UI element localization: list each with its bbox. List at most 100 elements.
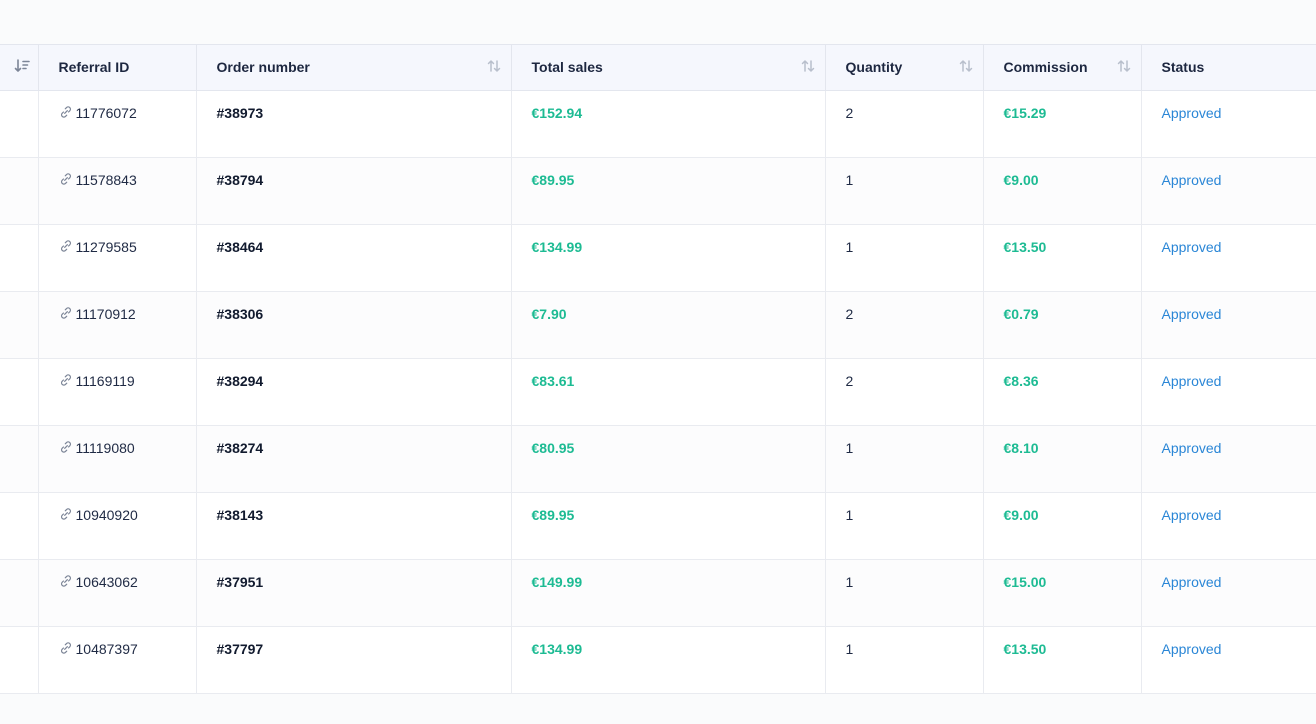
total-sales-cell: €89.95 [511,492,826,560]
link-icon [60,306,71,319]
commission: €13.50 [1003,238,1047,255]
commission-cell: €0.79 [983,291,1142,359]
referral-id: 10940920 [75,506,138,523]
link-icon [60,172,71,185]
commission: €15.29 [1003,104,1047,121]
referral-id-cell: 11169119 [38,358,197,426]
status-cell: Approved [1141,224,1316,292]
commission: €9.00 [1003,171,1039,188]
link-icon [60,641,71,654]
total-sales: €149.99 [531,573,583,590]
status-link[interactable]: Approved [1161,573,1222,590]
total-sales: €83.61 [531,372,575,389]
commission-cell: €8.36 [983,358,1142,426]
row-date-cell [0,157,39,225]
total-sales-cell: €149.99 [511,559,826,627]
commission-cell: €13.50 [983,224,1142,292]
column-label-quantity: Quantity [845,59,903,76]
column-header-status[interactable]: Status [1141,45,1316,91]
sort-arrows-icon[interactable] [800,58,816,74]
row-date-cell [0,90,39,158]
status-cell: Approved [1141,291,1316,359]
referral-link[interactable]: 10940920 [59,507,138,523]
table-row: 11279585 #38464 €134.99 1 €13.50 Approve… [0,224,1316,292]
quantity-cell: 2 [825,90,984,158]
referral-id: 11170912 [75,305,136,322]
referrals-table: Referral ID Order number Total sales [0,45,1316,694]
referral-link[interactable]: 11776072 [59,105,137,121]
column-header-referral-id[interactable]: Referral ID [38,45,197,91]
status-cell: Approved [1141,358,1316,426]
referral-link[interactable]: 11170912 [59,306,136,322]
referral-id-cell: 10643062 [38,559,197,627]
sort-arrows-icon[interactable] [958,58,974,74]
referral-id-cell: 11170912 [38,291,197,359]
order-number: #38973 [216,104,264,121]
table-body: 11776072 #38973 €152.94 2 €15.29 Approve… [0,90,1316,694]
order-number: #38143 [216,506,264,523]
status-link[interactable]: Approved [1161,238,1222,255]
quantity-cell: 1 [825,425,984,493]
order-number: #38306 [216,305,264,322]
total-sales: €134.99 [531,640,583,657]
order-number-cell: #38294 [196,358,512,426]
referral-id: 11279585 [75,238,137,255]
referral-id: 11776072 [75,104,137,121]
status-link[interactable]: Approved [1161,439,1222,456]
referral-link[interactable]: 10487397 [59,641,138,657]
status-link[interactable]: Approved [1161,171,1222,188]
referral-link[interactable]: 10643062 [59,574,138,590]
status-link[interactable]: Approved [1161,640,1222,657]
column-header-quantity[interactable]: Quantity [825,45,984,91]
sort-arrows-icon[interactable] [486,58,502,74]
row-date-cell [0,358,39,426]
status-link[interactable]: Approved [1161,372,1222,389]
quantity-cell: 1 [825,157,984,225]
quantity: 1 [845,573,854,590]
referral-link[interactable]: 11279585 [59,239,137,255]
commission: €8.36 [1003,372,1039,389]
referral-id-cell: 11578843 [38,157,197,225]
referral-link[interactable]: 11119080 [59,440,135,456]
order-number-cell: #38973 [196,90,512,158]
total-sales: €152.94 [531,104,583,121]
status-link[interactable]: Approved [1161,104,1222,121]
commission: €9.00 [1003,506,1039,523]
table-row: 11578843 #38794 €89.95 1 €9.00 Approved [0,157,1316,225]
column-label-referral-id: Referral ID [58,59,130,76]
link-icon [60,440,71,453]
status-link[interactable]: Approved [1161,506,1222,523]
total-sales-cell: €83.61 [511,358,826,426]
quantity: 2 [845,372,854,389]
column-header-date[interactable] [0,45,39,91]
table-row: 11170912 #38306 €7.90 2 €0.79 Approved [0,291,1316,359]
row-date-cell [0,626,39,694]
table-row: 10487397 #37797 €134.99 1 €13.50 Approve… [0,626,1316,694]
total-sales-cell: €152.94 [511,90,826,158]
status-cell: Approved [1141,425,1316,493]
referral-id-cell: 10487397 [38,626,197,694]
link-icon [60,105,71,118]
row-date-cell [0,425,39,493]
total-sales: €89.95 [531,506,575,523]
quantity-cell: 2 [825,291,984,359]
sort-arrows-icon[interactable] [1116,58,1132,74]
total-sales-cell: €134.99 [511,224,826,292]
column-header-commission[interactable]: Commission [983,45,1142,91]
sort-descending-icon[interactable] [14,58,30,74]
referral-link[interactable]: 11169119 [59,373,135,389]
quantity-cell: 2 [825,358,984,426]
column-label-total-sales: Total sales [531,59,603,76]
quantity-cell: 1 [825,224,984,292]
referral-id-cell: 10940920 [38,492,197,560]
column-header-order-number[interactable]: Order number [196,45,512,91]
commission-cell: €8.10 [983,425,1142,493]
column-label-order-number: Order number [216,59,310,76]
column-header-total-sales[interactable]: Total sales [511,45,826,91]
status-cell: Approved [1141,157,1316,225]
quantity: 2 [845,305,854,322]
referral-link[interactable]: 11578843 [59,172,137,188]
link-icon [60,574,71,587]
status-link[interactable]: Approved [1161,305,1222,322]
order-number: #37797 [216,640,264,657]
